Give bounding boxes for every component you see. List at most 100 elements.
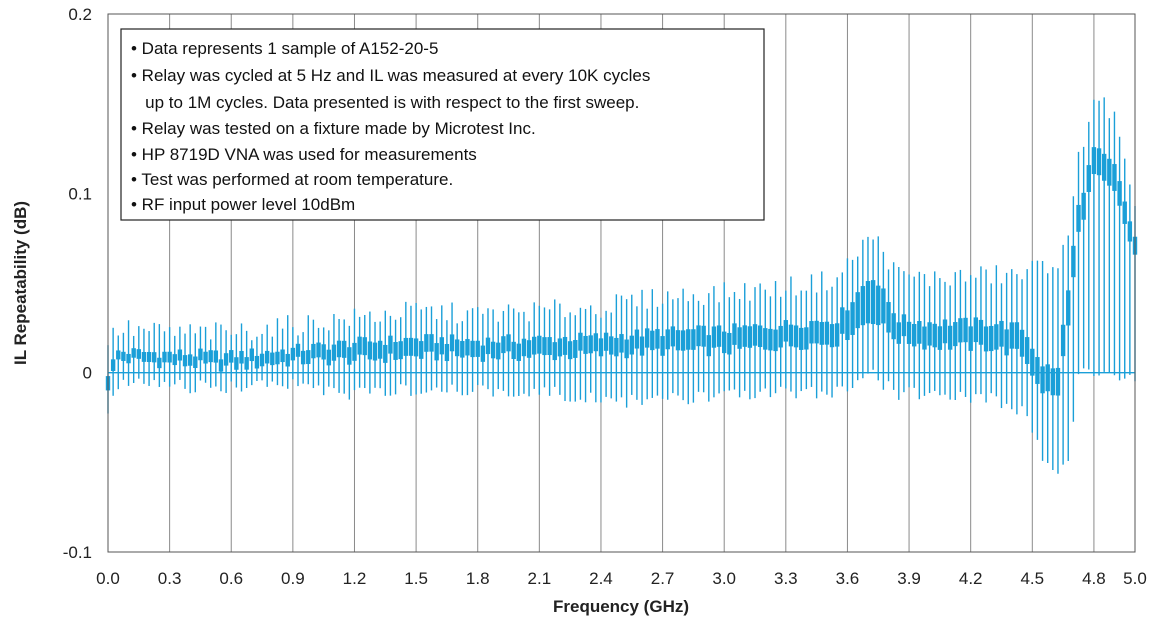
- box: [141, 352, 147, 362]
- box: [722, 331, 727, 354]
- box-plot: [198, 326, 203, 381]
- note-line-5: • HP 8719D VNA was used for measurements: [131, 145, 477, 164]
- box-plot: [747, 300, 753, 400]
- box-plot: [876, 236, 881, 381]
- box-plot: [1009, 269, 1014, 410]
- box-plot: [793, 295, 799, 399]
- y-tick-label: -0.1: [63, 543, 92, 562]
- box-plot: [639, 289, 645, 405]
- box: [583, 335, 588, 354]
- box: [675, 330, 681, 351]
- box: [886, 302, 891, 333]
- box: [788, 324, 794, 347]
- box-plot: [1081, 146, 1086, 369]
- box: [865, 281, 871, 324]
- x-tick-label: 0.3: [158, 569, 182, 588]
- box-plot: [146, 331, 152, 386]
- box: [896, 322, 901, 344]
- box-plot: [752, 287, 758, 399]
- box-plot: [850, 259, 855, 389]
- box-plot: [295, 335, 301, 387]
- box-plot: [537, 305, 542, 395]
- box-plot: [275, 318, 280, 386]
- box-plot: [444, 320, 450, 393]
- box: [342, 340, 347, 358]
- box: [942, 319, 948, 344]
- box-plot: [1122, 158, 1127, 379]
- box-plot: [783, 290, 789, 389]
- box-plot: [675, 298, 681, 396]
- box-plot: [886, 269, 891, 382]
- x-tick-label: 3.3: [774, 569, 798, 588]
- note-line-3: up to 1M cycles. Data presented is with …: [131, 93, 639, 112]
- box-plot: [819, 271, 824, 392]
- box: [532, 336, 537, 355]
- box-plot: [706, 293, 711, 402]
- box-plot: [460, 321, 465, 396]
- box: [989, 325, 994, 352]
- box-plot: [352, 308, 357, 391]
- x-tick-label: 4.8: [1082, 569, 1106, 588]
- x-tick-label: 1.2: [343, 569, 367, 588]
- box-plot: [429, 306, 434, 391]
- box-plot: [686, 301, 691, 405]
- box: [146, 351, 152, 363]
- box: [860, 286, 866, 326]
- box: [927, 322, 932, 346]
- box-plot: [331, 314, 337, 389]
- box: [110, 359, 116, 371]
- box-plot: [1004, 272, 1009, 404]
- box: [578, 332, 583, 351]
- box-plot: [1101, 97, 1107, 372]
- box-plot: [855, 256, 860, 381]
- box-plot: [583, 308, 588, 403]
- box-plot: [162, 331, 167, 382]
- box: [449, 334, 455, 352]
- box: [352, 342, 357, 361]
- box-plot: [357, 316, 362, 388]
- box: [911, 323, 917, 347]
- box: [670, 326, 676, 347]
- box-plot: [208, 339, 213, 388]
- x-tick-labels: 0.0 0.3 0.6 0.9 1.2 1.5 1.8 2.1 2.4 2.7 3.0 3.3 3.6 3…: [96, 569, 1147, 588]
- x-tick-label: 4.2: [959, 569, 983, 588]
- box: [501, 336, 506, 354]
- note-line-2: • Relay was cycled at 5 Hz and IL was me…: [131, 66, 650, 85]
- box-plot-layer: [105, 97, 1138, 474]
- box: [424, 334, 429, 352]
- box-plot: [270, 336, 275, 382]
- box-plot: [624, 299, 629, 408]
- box: [665, 329, 670, 350]
- box-plot: [152, 322, 157, 381]
- box-plot: [1050, 267, 1056, 470]
- box-plot: [727, 297, 732, 391]
- box-plot: [609, 312, 614, 399]
- box-plot: [865, 236, 871, 374]
- box-plot: [1040, 261, 1045, 461]
- x-tick-label: 3.0: [712, 569, 736, 588]
- x-tick-label: 0.6: [219, 569, 243, 588]
- box: [223, 353, 229, 366]
- y-tick-labels: -0.1 0 0.1 0.2: [63, 5, 92, 562]
- box-plot: [511, 308, 516, 397]
- box-plot: [506, 304, 511, 397]
- box: [300, 350, 306, 365]
- box-plot: [167, 327, 172, 387]
- box-plot: [737, 298, 742, 398]
- box: [239, 350, 244, 364]
- box: [562, 336, 568, 355]
- box-plot: [218, 324, 224, 392]
- box-plot: [449, 302, 455, 385]
- box-plot: [1066, 235, 1071, 462]
- box: [804, 327, 809, 350]
- box: [285, 353, 290, 367]
- box-plot: [362, 314, 367, 389]
- box: [799, 327, 804, 350]
- box: [229, 350, 234, 363]
- box-plot: [983, 269, 989, 403]
- box: [983, 326, 989, 352]
- box: [609, 336, 614, 355]
- box-plot: [588, 305, 593, 393]
- x-tick-label: 2.1: [528, 569, 552, 588]
- box-plot: [321, 327, 326, 396]
